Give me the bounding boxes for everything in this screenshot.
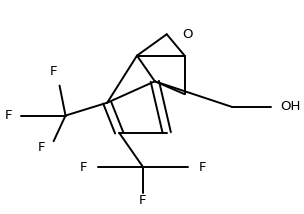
Text: F: F <box>199 162 206 174</box>
Text: O: O <box>182 28 193 41</box>
Text: OH: OH <box>280 101 300 113</box>
Text: F: F <box>50 65 57 78</box>
Text: F: F <box>38 141 45 154</box>
Text: F: F <box>80 162 87 174</box>
Text: F: F <box>5 109 13 122</box>
Text: F: F <box>139 194 147 207</box>
